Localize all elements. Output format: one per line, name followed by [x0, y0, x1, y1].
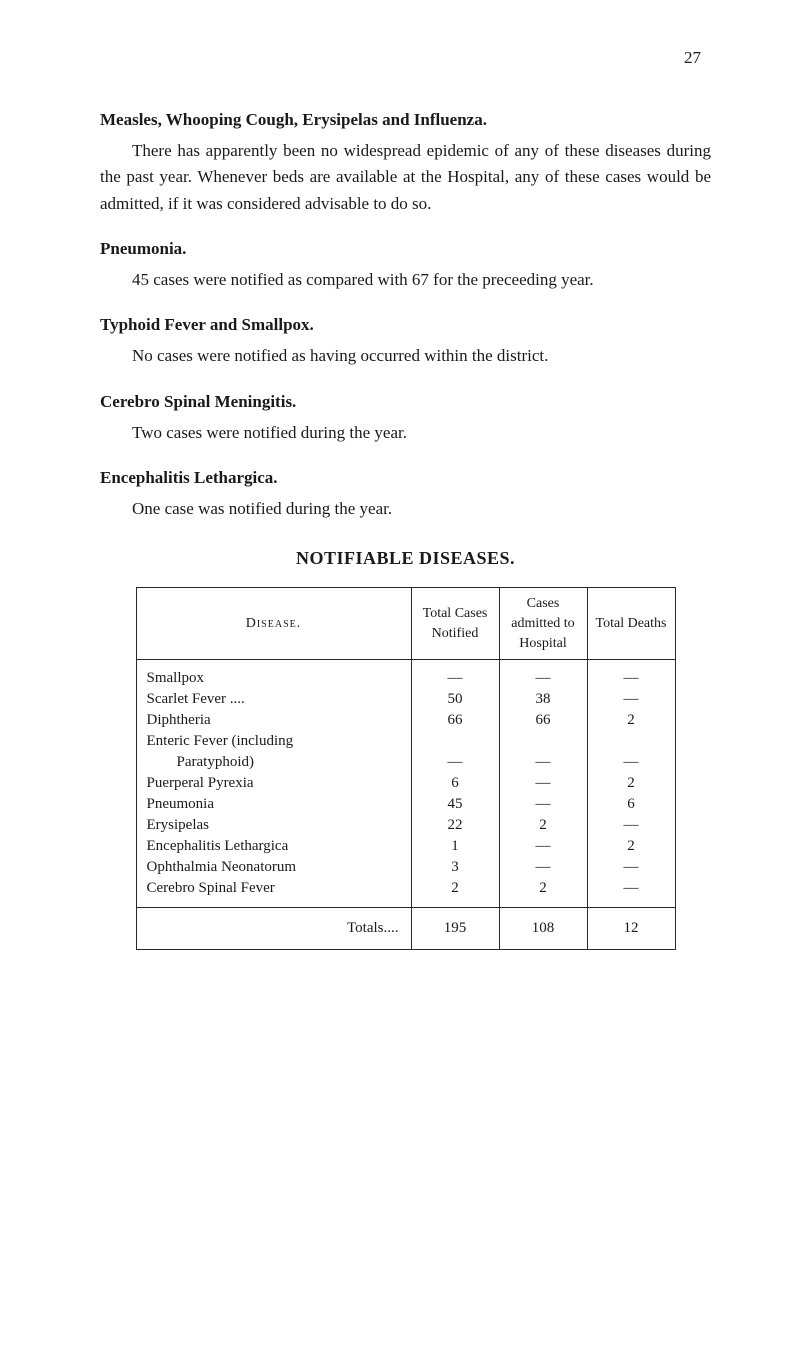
- deaths-cell: —: [587, 857, 675, 878]
- deaths-cell: 2: [587, 836, 675, 857]
- body-typhoid: No cases were notified as having occurre…: [100, 343, 711, 369]
- total-cell: [411, 731, 499, 752]
- notifiable-diseases-table: Disease. Total Cases Notified Cases admi…: [136, 587, 676, 950]
- body-pneumonia: 45 cases were notified as compared with …: [100, 267, 711, 293]
- disease-cell: Puerperal Pyrexia: [136, 773, 411, 794]
- table-title: NOTIFIABLE DISEASES.: [100, 548, 711, 569]
- col-header-admitted: Cases admitted to Hospital: [499, 588, 587, 660]
- deaths-cell: 6: [587, 794, 675, 815]
- table-row: Paratyphoid)———: [136, 752, 675, 773]
- total-cell: 66: [411, 710, 499, 731]
- col-header-total: Total Cases Notified: [411, 588, 499, 660]
- admitted-cell: —: [499, 773, 587, 794]
- admitted-cell: —: [499, 794, 587, 815]
- deaths-cell: [587, 731, 675, 752]
- heading-encephalitis: Encephalitis Lethargica.: [100, 468, 711, 488]
- admitted-cell: —: [499, 857, 587, 878]
- admitted-cell: 2: [499, 815, 587, 836]
- disease-cell: Smallpox: [136, 660, 411, 690]
- table-row: Ophthalmia Neonatorum3——: [136, 857, 675, 878]
- totals-label: Totals....: [136, 908, 411, 950]
- table-row: Encephalitis Lethargica1—2: [136, 836, 675, 857]
- col-header-disease: Disease.: [246, 616, 302, 631]
- deaths-cell: —: [587, 752, 675, 773]
- admitted-cell: —: [499, 836, 587, 857]
- table-row: Enteric Fever (including: [136, 731, 675, 752]
- disease-cell: Erysipelas: [136, 815, 411, 836]
- deaths-cell: 2: [587, 710, 675, 731]
- admitted-cell: 38: [499, 689, 587, 710]
- admitted-cell: [499, 731, 587, 752]
- total-cell: —: [411, 752, 499, 773]
- deaths-cell: —: [587, 689, 675, 710]
- heading-cerebro: Cerebro Spinal Meningitis.: [100, 392, 711, 412]
- deaths-cell: 2: [587, 773, 675, 794]
- table-body: Smallpox———Scarlet Fever ....5038—Diphth…: [136, 660, 675, 908]
- disease-cell: Scarlet Fever ....: [136, 689, 411, 710]
- admitted-cell: 2: [499, 878, 587, 908]
- admitted-cell: —: [499, 752, 587, 773]
- table-row: Pneumonia45—6: [136, 794, 675, 815]
- table-row: Diphtheria66662: [136, 710, 675, 731]
- table-row: Scarlet Fever ....5038—: [136, 689, 675, 710]
- deaths-cell: —: [587, 660, 675, 690]
- deaths-cell: —: [587, 815, 675, 836]
- total-cell: 50: [411, 689, 499, 710]
- disease-cell: Diphtheria: [136, 710, 411, 731]
- table-row: Puerperal Pyrexia6—2: [136, 773, 675, 794]
- admitted-cell: —: [499, 660, 587, 690]
- body-encephalitis: One case was notified during the year.: [100, 496, 711, 522]
- disease-cell: Cerebro Spinal Fever: [136, 878, 411, 908]
- totals-deaths: 12: [587, 908, 675, 950]
- table-row: Erysipelas222—: [136, 815, 675, 836]
- total-cell: —: [411, 660, 499, 690]
- totals-total: 195: [411, 908, 499, 950]
- heading-measles: Measles, Whooping Cough, Erysipelas and …: [100, 110, 711, 130]
- disease-cell: Ophthalmia Neonatorum: [136, 857, 411, 878]
- total-cell: 45: [411, 794, 499, 815]
- total-cell: 3: [411, 857, 499, 878]
- disease-cell: Enteric Fever (including: [136, 731, 411, 752]
- table-row: Smallpox———: [136, 660, 675, 690]
- deaths-cell: —: [587, 878, 675, 908]
- totals-admitted: 108: [499, 908, 587, 950]
- table-totals-row: Totals.... 195 108 12: [136, 908, 675, 950]
- disease-cell: Encephalitis Lethargica: [136, 836, 411, 857]
- admitted-cell: 66: [499, 710, 587, 731]
- body-measles: There has apparently been no widespread …: [100, 138, 711, 217]
- col-header-deaths: Total Deaths: [587, 588, 675, 660]
- total-cell: 1: [411, 836, 499, 857]
- heading-typhoid: Typhoid Fever and Smallpox.: [100, 315, 711, 335]
- table-row: Cerebro Spinal Fever22—: [136, 878, 675, 908]
- total-cell: 6: [411, 773, 499, 794]
- total-cell: 2: [411, 878, 499, 908]
- disease-cell: Pneumonia: [136, 794, 411, 815]
- total-cell: 22: [411, 815, 499, 836]
- page-number: 27: [684, 48, 701, 68]
- disease-cell: Paratyphoid): [136, 752, 411, 773]
- body-cerebro: Two cases were notified during the year.: [100, 420, 711, 446]
- heading-pneumonia: Pneumonia.: [100, 239, 711, 259]
